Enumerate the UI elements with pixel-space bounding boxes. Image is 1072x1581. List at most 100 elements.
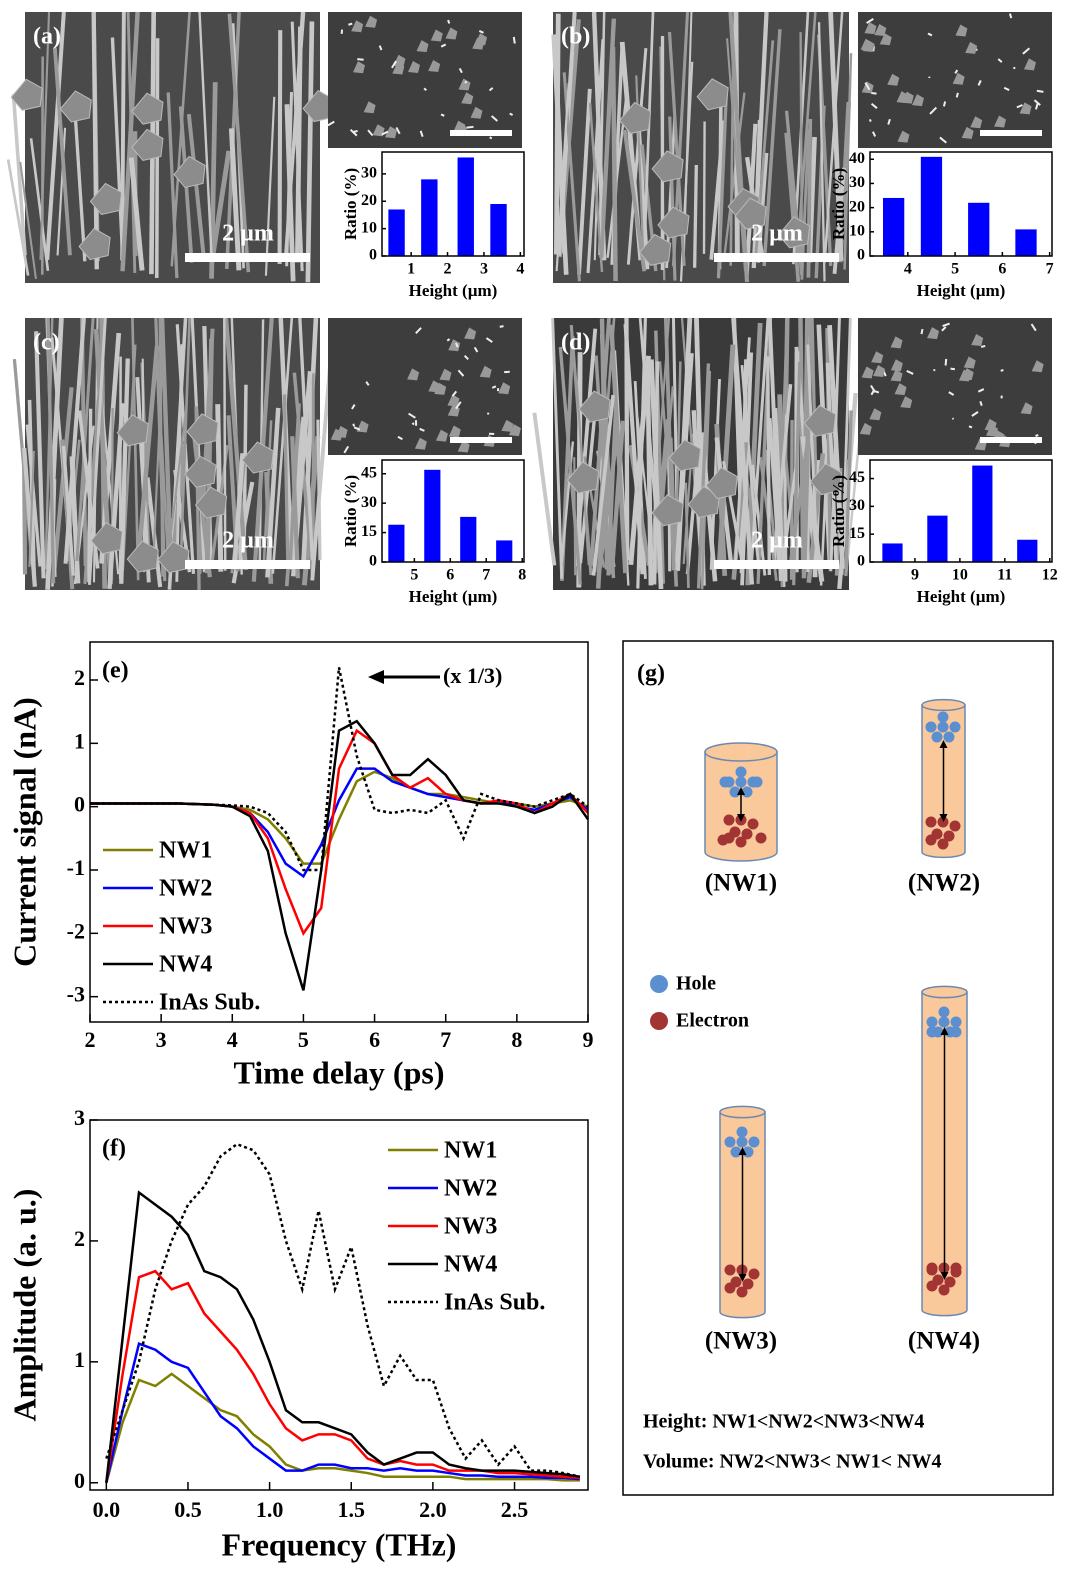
nanowire [780,466,798,573]
crystal [184,455,217,488]
y-axis-label: Current signal (nA) [6,697,42,967]
y-tick-label: -2 [67,918,85,943]
hole [735,776,747,788]
scale-bar [450,437,512,443]
arrowhead [738,1274,747,1282]
crystal-top [435,429,448,442]
wire-top [866,18,874,24]
nanowire [264,96,276,276]
wire-top [458,67,463,74]
nanowire [609,420,626,575]
crystal-top [879,33,892,46]
crystal [89,182,122,215]
wire-top [948,391,955,396]
wire-top [968,425,973,429]
series-line [105,1372,580,1484]
nanowire [593,95,601,261]
legend-label: NW4 [444,1252,497,1278]
wire-top [419,130,424,138]
x-tick-label: 3 [480,261,488,278]
hole [950,1016,962,1028]
crystal-top [927,327,940,340]
y-tick-label: 30 [361,494,377,511]
hole [931,731,943,743]
crystal-top [428,59,441,72]
electron [747,818,759,830]
crystal [618,101,652,135]
wire-top [499,325,504,328]
plot-frame [381,459,525,563]
plot-frame [89,1119,589,1491]
panel-label: (d) [561,330,590,356]
crystal [194,486,228,519]
crystal [657,206,690,239]
crystal-top [958,369,971,382]
electron [944,1276,956,1288]
panel-label: (g) [637,661,665,687]
hole [719,776,731,788]
crystal [803,404,837,437]
electron [735,836,747,848]
scale-label: 2 µm [751,528,803,554]
y-tick-label: 45 [849,469,865,486]
wire-top [489,136,493,140]
y-tick-label: 0 [857,247,865,264]
nanowire [843,53,853,270]
electron [736,1286,748,1298]
scale-bar [714,560,839,569]
bar [882,543,903,562]
y-tick-label: 0 [857,553,865,570]
wire-top [980,344,986,348]
nanowire [305,21,315,283]
electron [925,816,937,828]
x-tick-label: 1.5 [337,1497,365,1522]
wire-top [512,36,516,44]
node-label: (NW4) [908,1328,980,1355]
node-label: (NW3) [705,1328,777,1355]
nanowire [232,453,245,567]
x-tick-label: 7 [1046,261,1054,278]
nanowire [39,12,51,260]
crystal [809,463,843,496]
nanowire [75,317,95,562]
y-tick-label: 2 [74,665,85,690]
wire-top [929,106,938,115]
nanowire [215,404,224,572]
x-tick-label: 2 [85,1027,96,1052]
wire-top [440,43,447,48]
x-axis-label: Frequency (THz) [222,1526,457,1562]
crystal-top [434,382,447,395]
nanowire [551,34,569,275]
bar [972,465,993,562]
nanowire-top [719,1105,766,1119]
crystal-top [963,356,976,369]
note: Volume: NW2<NW3< NW1< NW4 [643,1451,941,1473]
legend-label: InAs Sub. [159,990,260,1016]
x-tick-label: 4 [904,261,912,278]
crystal-top [508,424,521,437]
crystal [131,128,164,161]
wire-top [464,80,468,84]
wire-top [868,119,872,122]
nanowire [19,161,37,280]
x-tick-label: 12 [1042,567,1058,584]
wire-top [466,125,474,129]
electron [925,834,937,846]
nanowire [626,48,648,265]
y-tick-label: 20 [361,192,377,209]
nanowire [716,344,736,563]
wire-top [367,129,374,137]
panel-label: (b) [561,24,590,50]
nanowire [165,413,187,571]
wire-top [343,445,350,454]
series-line [105,1142,581,1478]
y-tick-label: 15 [361,523,377,540]
scale-label: 2 µm [751,221,803,247]
x-tick-label: 10 [952,567,968,584]
plot-frame [89,641,589,1023]
scale-bar [980,130,1042,136]
hole [925,721,937,733]
hole [937,721,949,733]
y-tick-label: 2 [74,1226,85,1251]
crystal-top [430,29,443,42]
